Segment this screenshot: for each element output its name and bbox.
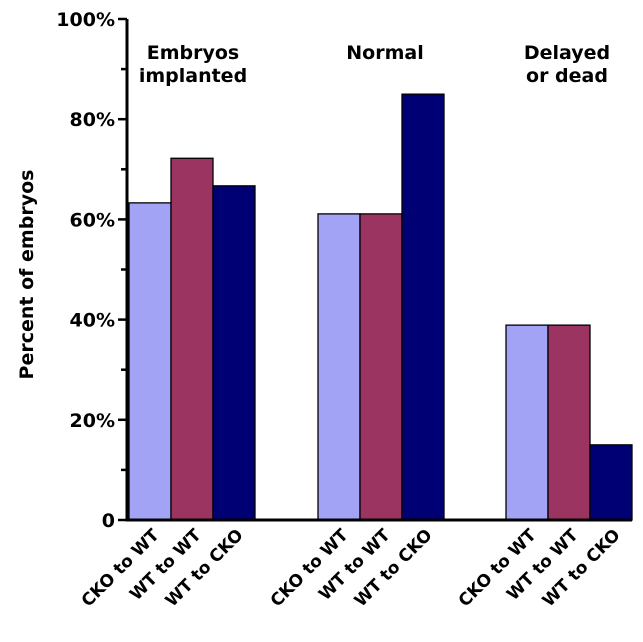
bar [505,324,549,521]
bar [212,185,256,521]
group-label: Delayed or dead [524,42,610,87]
y-axis-title: Percent of embryos [16,170,38,380]
y-tick-label: 20% [70,410,115,432]
bar [547,324,591,521]
bar [317,213,361,521]
y-tick-label: 100% [56,9,115,31]
y-tick-label: 40% [70,310,115,332]
bars [128,93,633,521]
group-labels: Embryos implanted Normal Delayed or dead [139,42,610,87]
bar [589,444,633,521]
axes [125,19,632,522]
y-tick-label: 80% [70,109,115,131]
y-tick-label: 0 [102,510,115,532]
group-label: Embryos implanted [139,42,247,87]
bar [359,213,403,521]
y-tick-label: 60% [70,209,115,231]
bar [170,157,214,521]
group-label: Normal [346,42,423,64]
y-axis-ticks: 0 20% 40% 60% 80% 100% [56,9,127,532]
bar [128,202,172,521]
bar [401,93,445,521]
